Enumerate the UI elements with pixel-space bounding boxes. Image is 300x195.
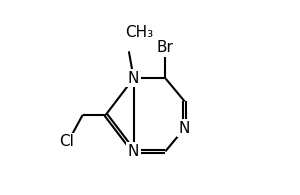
Text: N: N — [128, 71, 139, 86]
Text: CH₃: CH₃ — [125, 25, 154, 40]
Text: N: N — [179, 121, 190, 136]
Text: Br: Br — [157, 40, 174, 55]
Text: N: N — [128, 144, 139, 159]
Text: Cl: Cl — [59, 134, 74, 149]
